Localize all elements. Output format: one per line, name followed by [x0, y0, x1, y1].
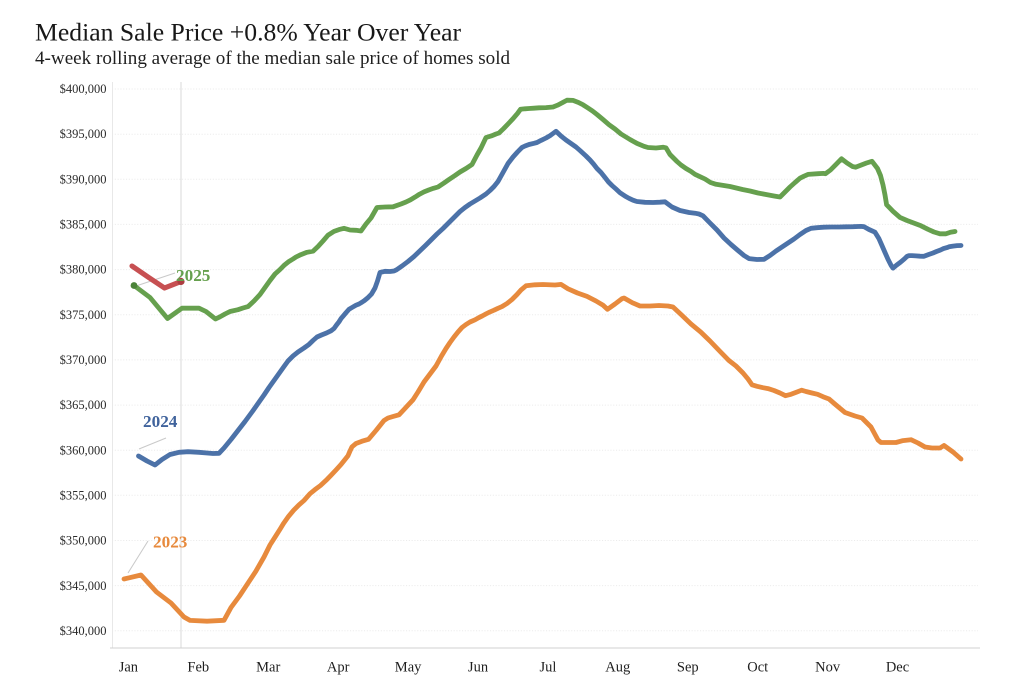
svg-text:2023: 2023: [153, 533, 187, 552]
svg-text:$375,000: $375,000: [60, 308, 107, 322]
svg-text:4-week rolling average of the: 4-week rolling average of the median sal…: [35, 48, 511, 69]
svg-text:$370,000: $370,000: [60, 353, 107, 367]
svg-text:$355,000: $355,000: [60, 488, 107, 502]
svg-text:2025: 2025: [176, 266, 210, 285]
svg-text:Jul: Jul: [539, 659, 556, 675]
svg-text:Nov: Nov: [815, 659, 841, 675]
svg-text:Aug: Aug: [605, 659, 630, 675]
svg-text:$350,000: $350,000: [60, 534, 107, 548]
svg-text:Dec: Dec: [886, 659, 909, 675]
svg-text:$400,000: $400,000: [60, 82, 107, 96]
svg-text:May: May: [395, 659, 422, 675]
svg-text:Feb: Feb: [187, 659, 209, 675]
svg-text:Jan: Jan: [119, 659, 139, 675]
svg-text:$340,000: $340,000: [60, 624, 107, 638]
svg-text:$365,000: $365,000: [60, 398, 107, 412]
svg-text:Apr: Apr: [327, 659, 350, 675]
svg-text:2024: 2024: [143, 412, 178, 431]
svg-text:Jun: Jun: [468, 659, 489, 675]
svg-text:Oct: Oct: [747, 659, 768, 675]
svg-text:Median Sale Price +0.8% Year O: Median Sale Price +0.8% Year Over Year: [35, 17, 462, 46]
svg-text:$380,000: $380,000: [60, 263, 107, 277]
svg-text:Sep: Sep: [677, 659, 699, 675]
svg-text:Mar: Mar: [256, 659, 280, 675]
svg-text:$345,000: $345,000: [60, 579, 107, 593]
svg-text:$395,000: $395,000: [60, 127, 107, 141]
svg-text:$385,000: $385,000: [60, 218, 107, 232]
svg-text:$360,000: $360,000: [60, 443, 107, 457]
svg-text:$390,000: $390,000: [60, 172, 107, 186]
